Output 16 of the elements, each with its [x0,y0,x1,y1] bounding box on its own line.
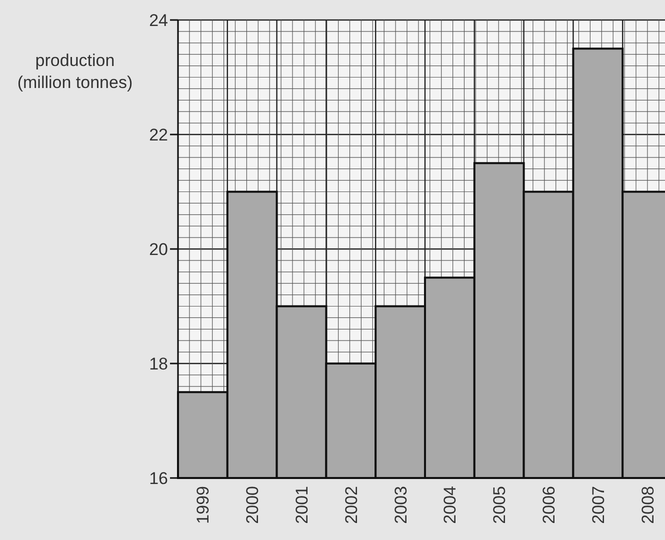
x-tick-label: 2000 [243,486,262,524]
x-tick-label: 2002 [342,486,361,524]
x-tick-label: 2004 [440,486,460,524]
x-tick-label: 2005 [490,486,510,524]
x-tick-label: 2008 [638,486,658,524]
y-tick-label: 24 [149,10,168,30]
x-tick-label: 2006 [539,486,558,524]
x-tick-label: 2007 [588,486,608,524]
x-tick-label: 2003 [391,486,410,524]
y-tick-label: 16 [149,468,168,488]
x-tick-label: 2001 [292,486,312,524]
y-axis-title: production (million tonnes) [17,51,133,92]
y-tick-label: 20 [149,240,168,259]
y-tick-label: 22 [149,125,168,144]
x-tick-label: 1999 [194,486,213,524]
y-tick-label: 18 [149,354,168,374]
